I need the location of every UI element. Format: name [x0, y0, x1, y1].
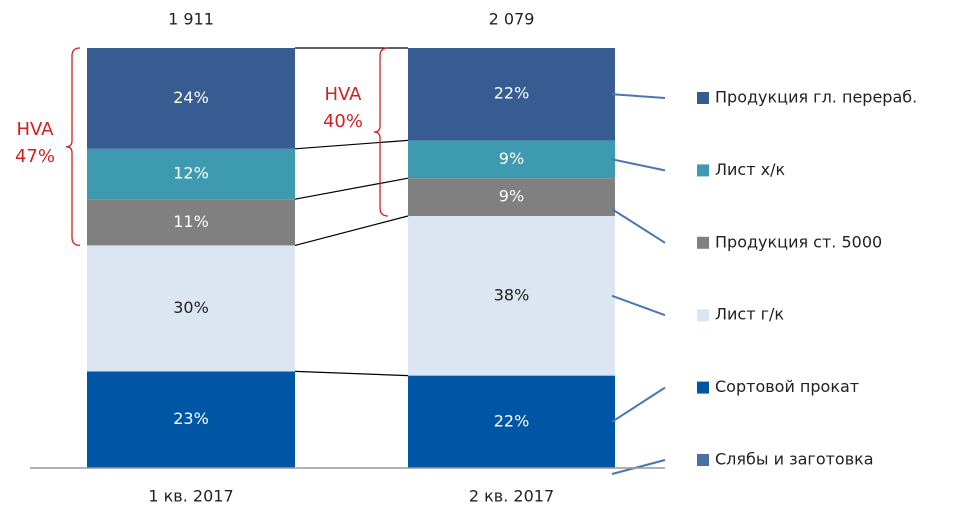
bar-segment — [408, 375, 615, 468]
data-label: 23% — [173, 409, 209, 428]
connector — [294, 215, 409, 246]
legend-swatch — [697, 92, 709, 104]
bar-segment — [87, 245, 295, 372]
bar-segment — [87, 371, 295, 468]
hva-bracket — [373, 47, 389, 217]
x-tick-label: 1 кв. 2017 — [148, 487, 233, 506]
data-label: 24% — [173, 88, 209, 107]
leader-line — [611, 208, 666, 244]
data-label: 22% — [494, 411, 530, 430]
connector — [294, 177, 409, 200]
bar-segment — [408, 48, 615, 141]
legend-label: Сортовой прокат — [715, 377, 859, 396]
data-label: 12% — [173, 164, 209, 183]
leader-line — [611, 294, 666, 317]
data-label: 9% — [499, 187, 524, 206]
bar-segment — [408, 216, 615, 376]
leader-line — [611, 386, 666, 423]
data-label: 30% — [173, 298, 209, 317]
legend-swatch — [697, 236, 709, 249]
data-label: 22% — [494, 84, 530, 103]
total-label: 1 911 — [168, 10, 214, 29]
bar-segment — [408, 178, 615, 216]
legend-label: Продукция гл. перераб. — [715, 88, 917, 107]
leader-line — [611, 459, 666, 475]
bar-segment — [87, 199, 295, 246]
hva-label: HVA — [324, 84, 362, 105]
hva-label: HVA — [16, 119, 54, 140]
bar-segment — [87, 148, 295, 200]
total-label: 2 079 — [489, 10, 535, 29]
data-label: 9% — [499, 149, 524, 168]
legend-swatch — [697, 381, 709, 394]
legend-label: Лист г/к — [715, 305, 784, 324]
leader-line — [611, 93, 666, 99]
legend-swatch — [697, 309, 709, 322]
legend-label: Слябы и заготовка — [715, 450, 874, 469]
hva-bracket — [65, 47, 81, 247]
legend-label: Лист х/к — [715, 160, 785, 179]
bar-segment — [408, 140, 615, 179]
legend-swatch — [697, 454, 709, 466]
connector — [294, 139, 409, 150]
hva-value: 40% — [323, 111, 363, 132]
connector — [294, 370, 409, 377]
hva-value: 47% — [15, 146, 55, 167]
legend-swatch — [697, 164, 709, 177]
data-label: 11% — [173, 212, 209, 231]
legend-label: Продукция ст. 5000 — [715, 232, 882, 251]
leader-line — [611, 158, 666, 172]
data-label: 38% — [494, 285, 530, 304]
x-tick-label: 2 кв. 2017 — [469, 487, 554, 506]
bar-segment — [87, 48, 295, 149]
